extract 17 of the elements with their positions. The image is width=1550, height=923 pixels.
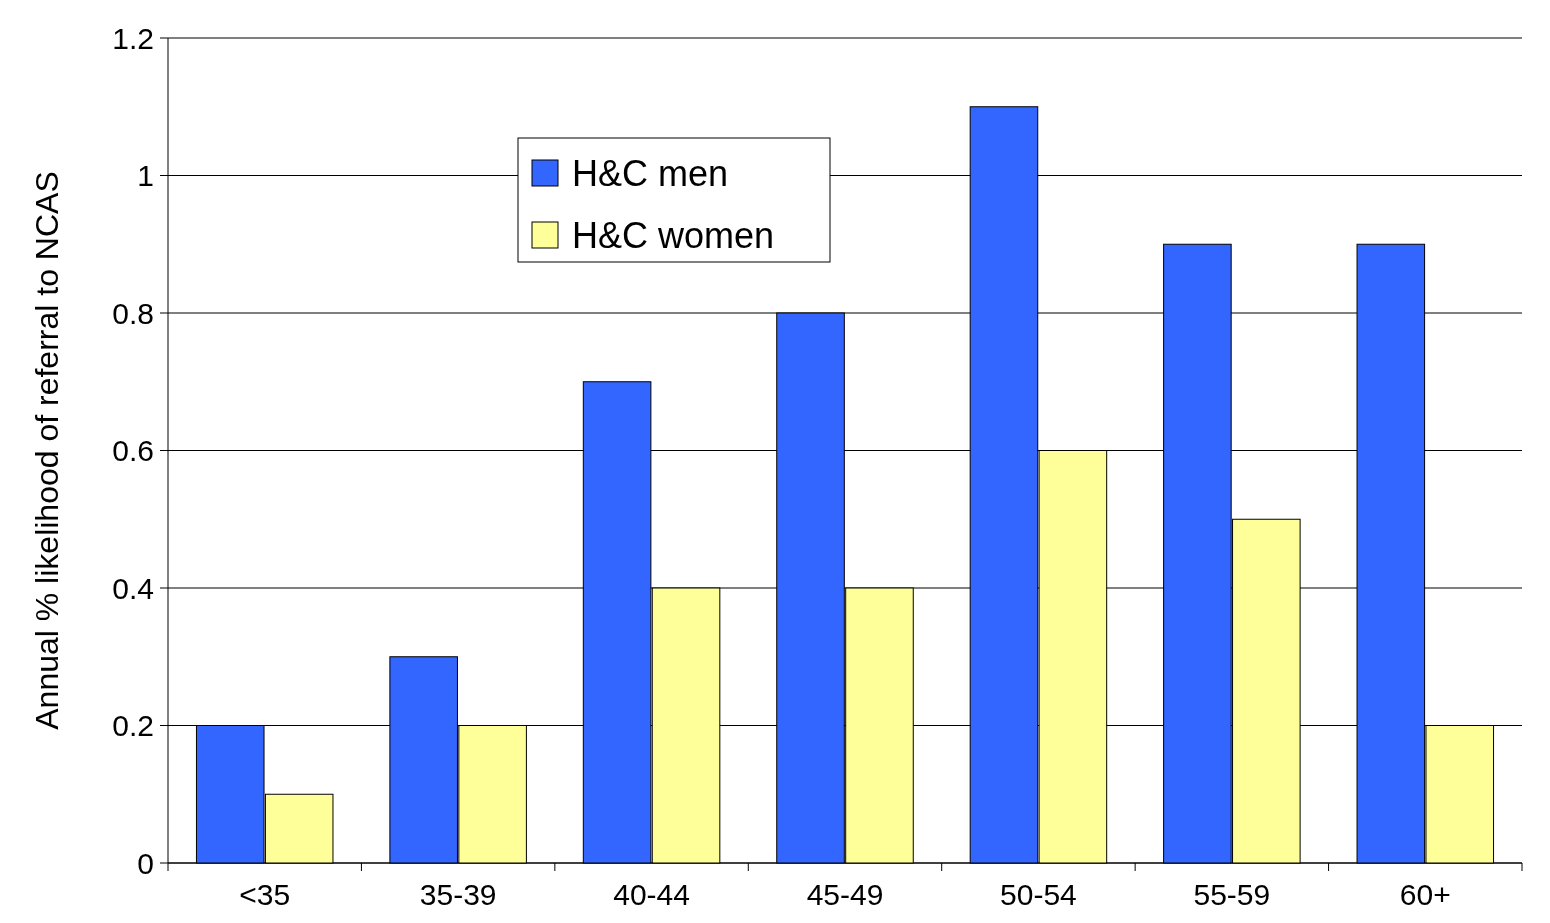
- x-tick-label: 35-39: [419, 878, 497, 911]
- y-axis-title: Annual % likelihood of referral to NCAS: [29, 171, 65, 730]
- x-tick-label: 40-44: [613, 878, 690, 911]
- legend-label: H&C men: [572, 152, 729, 194]
- x-tick-label: 55-59: [1193, 878, 1271, 911]
- y-tick-label: 0.4: [112, 571, 154, 605]
- y-tick-label: 0.2: [112, 709, 154, 742]
- y-tick-label: 1.2: [112, 21, 154, 55]
- x-tick-label: 60+: [1399, 878, 1451, 911]
- y-tick-label: 0: [137, 846, 154, 880]
- x-tick-label: 50-54: [1000, 878, 1077, 911]
- legend-label: H&C women: [572, 214, 775, 256]
- y-tick-label: 1: [137, 159, 154, 192]
- y-tick-label: 0.6: [112, 434, 154, 467]
- y-tick-label: 0.8: [112, 296, 154, 330]
- x-tick-label: <35: [239, 878, 291, 911]
- x-tick-label: 45-49: [806, 878, 884, 911]
